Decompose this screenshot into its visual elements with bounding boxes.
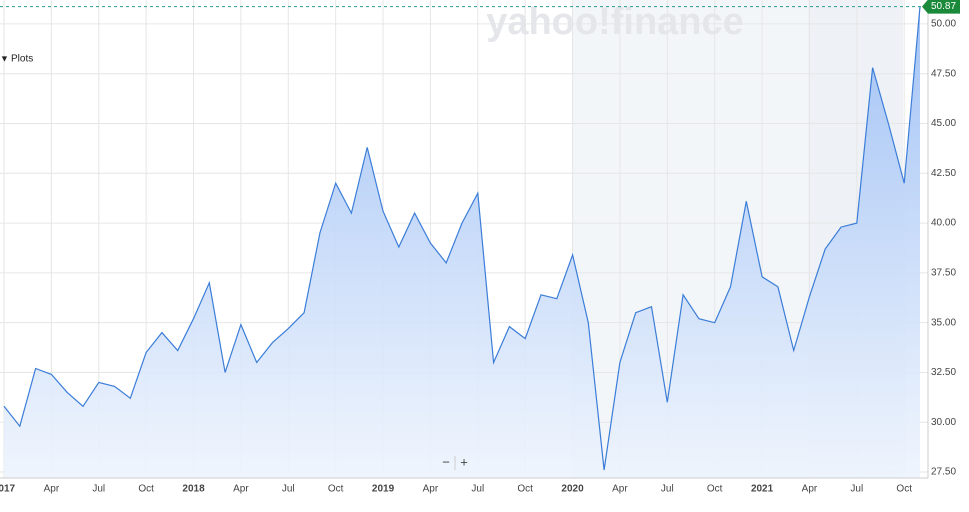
zoom-controls: − +	[442, 454, 468, 470]
x-tick-label: Apr	[423, 484, 439, 495]
y-tick-label: 27.50	[931, 467, 956, 478]
x-tick-label: 2021	[751, 484, 774, 495]
y-tick-label: 42.50	[931, 168, 956, 179]
x-tick-label: Jul	[92, 484, 105, 495]
y-tick-label: 32.50	[931, 367, 956, 378]
zoom-out[interactable]: −	[442, 454, 450, 469]
y-tick-label: 35.00	[931, 317, 956, 328]
last-price-label: 50.87	[931, 1, 956, 12]
x-tick-label: Jul	[282, 484, 295, 495]
x-tick-label: Oct	[138, 484, 154, 495]
y-tick-label: 47.50	[931, 68, 956, 79]
zoom-in[interactable]: +	[460, 454, 468, 469]
x-tick-label: Jul	[471, 484, 484, 495]
x-tick-label: Oct	[517, 484, 533, 495]
x-tick-label: 2018	[182, 484, 205, 495]
y-tick-label: 30.00	[931, 417, 956, 428]
x-tick-label: 2020	[561, 484, 584, 495]
x-tick-label: Jul	[661, 484, 674, 495]
plots-toggle-icon[interactable]: ▼	[0, 53, 9, 63]
x-tick-label: 2019	[372, 484, 395, 495]
x-tick-label: Jul	[850, 484, 863, 495]
plots-toggle[interactable]: Plots	[11, 54, 33, 65]
x-tick-label: Apr	[233, 484, 249, 495]
y-tick-label: 37.50	[931, 267, 956, 278]
y-tick-label: 40.00	[931, 218, 956, 229]
x-tick-label: Oct	[707, 484, 723, 495]
x-tick-label: Oct	[896, 484, 912, 495]
y-tick-label: 45.00	[931, 118, 956, 129]
x-tick-label: 2017	[0, 484, 16, 495]
y-tick-label: 50.00	[931, 19, 956, 30]
x-tick-label: Apr	[44, 484, 60, 495]
price-line	[3, 6, 921, 471]
x-tick-label: Oct	[328, 484, 344, 495]
area-fill	[4, 6, 920, 478]
x-tick-label: Apr	[802, 484, 818, 495]
watermark: yahoo!finance	[486, 1, 744, 43]
last-price-tag	[922, 0, 960, 14]
x-tick-label: Apr	[612, 484, 628, 495]
